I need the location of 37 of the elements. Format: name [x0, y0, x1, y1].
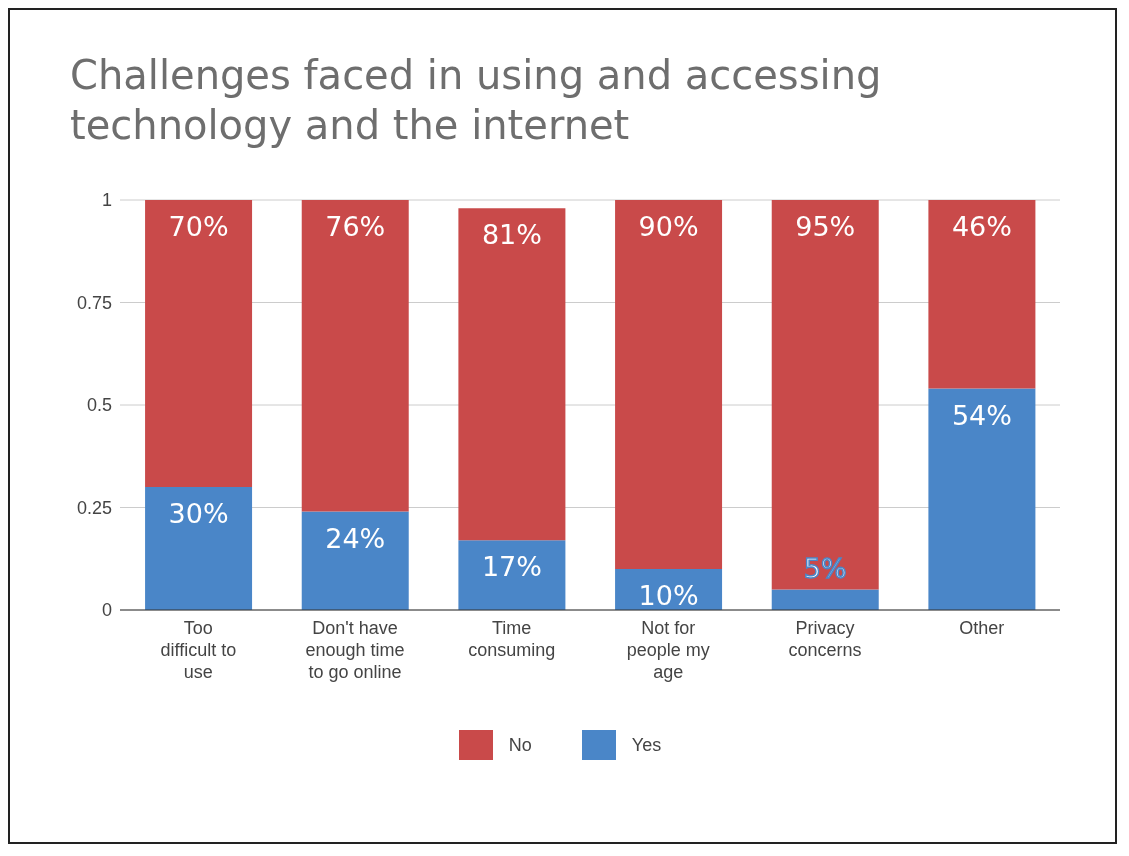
legend-label: Yes [631, 734, 662, 756]
bar [301, 511, 409, 610]
data-label: 10% [638, 580, 699, 611]
x-tick-label: Time consuming [468, 618, 556, 660]
data-label: 5% [803, 552, 847, 584]
bar [458, 208, 566, 541]
bar [615, 200, 723, 569]
data-label: 24% [325, 522, 386, 554]
data-label: 81% [481, 219, 542, 251]
bar [145, 200, 253, 487]
x-tick-label: Privacy concerns [788, 618, 862, 660]
y-tick-label: 0.75 [76, 292, 112, 313]
data-label: 54% [951, 399, 1012, 431]
data-label: 70% [168, 211, 229, 242]
bar [928, 388, 1036, 610]
bar [145, 487, 253, 610]
data-label: 46% [951, 211, 1012, 242]
bar [771, 200, 879, 590]
data-label: 95% [795, 211, 856, 242]
data-label: 17% [481, 551, 542, 583]
chart-title: Challenges faced in using and accessing technology and the internet [70, 51, 883, 150]
x-tick-label: Don't have enough time to go online [305, 618, 405, 682]
y-tick-label: 1 [101, 190, 112, 211]
y-tick-label: 0 [101, 600, 112, 621]
bar [458, 540, 566, 610]
bar [301, 200, 409, 512]
data-label: 90% [638, 211, 699, 242]
data-label: 76% [325, 211, 386, 242]
x-tick-label: Not for people my age [626, 618, 710, 682]
x-tick-label: Other [959, 618, 1005, 638]
y-tick-label: 0.25 [76, 497, 112, 518]
bar [771, 589, 879, 610]
x-tick-label: Too difficult to use [160, 618, 237, 682]
legend-label: No [508, 734, 532, 756]
bar [928, 200, 1036, 389]
y-tick-label: 0.5 [86, 395, 112, 416]
data-label: 30% [168, 498, 229, 529]
